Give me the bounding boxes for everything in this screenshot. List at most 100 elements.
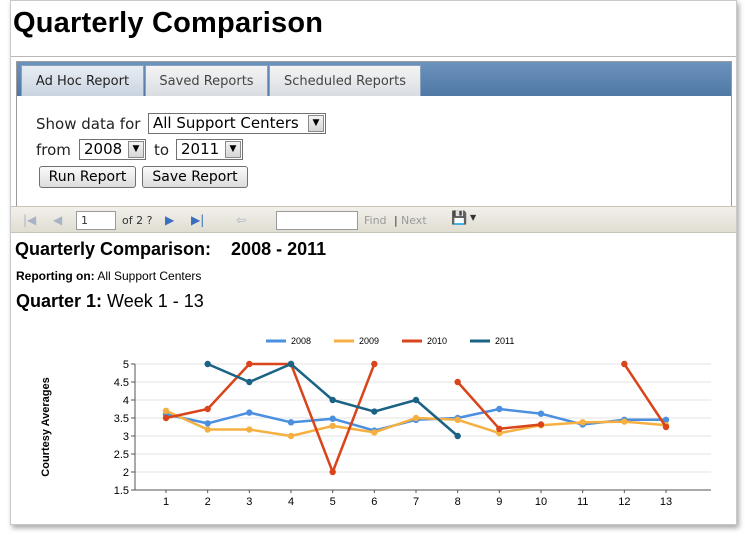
data-point [621, 418, 628, 425]
data-point [371, 429, 378, 436]
run-report-button[interactable]: Run Report [39, 166, 136, 188]
data-point [662, 416, 670, 423]
data-point [329, 415, 336, 422]
report-date-range: 2008 - 2011 [231, 239, 327, 259]
data-point [537, 410, 545, 417]
report-toolbar: |◀ ◀ 1 of 2 ? ▶ ▶| ⇦ Find | Next 💾 ▼ [11, 206, 736, 233]
data-point [454, 416, 461, 423]
show-data-label: Show data for [36, 115, 141, 133]
data-point [162, 407, 170, 414]
save-report-button[interactable]: Save Report [142, 166, 248, 188]
reporting-on: Reporting on: All Support Centers [16, 269, 201, 283]
data-point [246, 409, 253, 416]
x-tick-label: 7 [413, 496, 419, 508]
report-window: Quarterly Comparison Ad Hoc Report Saved… [10, 0, 737, 525]
data-point [204, 426, 211, 433]
dropdown-caret-icon[interactable]: ▼ [470, 213, 477, 222]
quarter-weeks: Week 1 - 13 [107, 291, 204, 311]
report-panel: Ad Hoc Report Saved Reports Scheduled Re… [16, 61, 732, 207]
x-tick-label: 9 [496, 496, 502, 508]
y-tick-label: 2 [123, 467, 129, 479]
x-tick-label: 1 [163, 496, 169, 508]
y-tick-label: 5 [123, 359, 129, 371]
page-count-text: of 2 ? [122, 214, 153, 227]
find-link[interactable]: Find [364, 214, 387, 227]
data-point [496, 405, 503, 413]
page-number-input[interactable]: 1 [76, 211, 116, 230]
back-icon[interactable]: ⇦ [236, 213, 247, 227]
data-point [246, 378, 253, 386]
tab-saved-reports[interactable]: Saved Reports [145, 65, 268, 96]
series-line [623, 363, 668, 428]
quarter-heading: Quarter 1: Week 1 - 13 [16, 291, 204, 312]
data-point [204, 420, 211, 427]
x-tick-label: 10 [535, 496, 547, 508]
support-center-select-value: All Support Centers [153, 114, 299, 132]
reporting-on-label: Reporting on: [16, 269, 95, 283]
previous-page-icon[interactable]: ◀ [53, 213, 63, 227]
x-tick-label: 12 [618, 496, 630, 508]
data-point [287, 360, 295, 368]
data-point [537, 421, 545, 428]
next-link[interactable]: Next [401, 214, 427, 227]
last-page-icon[interactable]: ▶| [191, 213, 205, 227]
legend-label: 2011 [495, 336, 514, 346]
x-tick-label: 6 [371, 496, 377, 508]
data-point [579, 419, 586, 426]
data-point [246, 360, 253, 368]
series-line [165, 362, 376, 474]
data-point [662, 423, 670, 431]
y-tick-label: 4.5 [114, 377, 129, 389]
courtesy-averages-chart: 1.522.533.544.551 2 3 4 5 6 7 8 9 10 11 12 13Courtes… [40, 336, 711, 508]
legend-label: 2010 [427, 336, 447, 346]
data-point [204, 405, 211, 413]
quarter-label: Quarter 1: [16, 291, 103, 311]
data-point [329, 422, 336, 430]
first-page-icon[interactable]: |◀ [23, 213, 37, 227]
x-tick-label: 4 [288, 496, 294, 508]
from-year-value: 2008 [84, 140, 123, 158]
to-year-select[interactable]: 2011 ▼ [176, 139, 243, 160]
next-page-icon[interactable]: ▶ [165, 213, 175, 227]
report-title: Quarterly Comparison: 2008 - 2011 [15, 239, 326, 260]
chevron-down-icon: ▼ [225, 141, 241, 158]
x-tick-label: 2 [205, 496, 211, 508]
data-point [412, 396, 420, 404]
page-title: Quarterly Comparison [13, 7, 324, 39]
export-save-icon[interactable]: 💾 [451, 211, 468, 226]
data-point [454, 432, 461, 440]
y-tick-label: 2.5 [114, 449, 129, 461]
data-point [371, 408, 378, 415]
reporting-on-value: All Support Centers [97, 269, 202, 283]
data-point [246, 426, 253, 433]
data-point [371, 360, 378, 368]
x-tick-label: 3 [246, 496, 252, 508]
support-center-select[interactable]: All Support Centers ▼ [148, 113, 326, 134]
toolbar-separator: | [394, 214, 398, 227]
to-label: to [154, 141, 170, 159]
x-tick-label: 5 [330, 496, 336, 508]
to-year-value: 2011 [181, 140, 220, 158]
chevron-down-icon: ▼ [128, 141, 144, 158]
from-label: from [36, 141, 71, 159]
x-tick-label: 13 [660, 496, 672, 508]
y-tick-label: 4 [123, 395, 129, 407]
x-tick-label: 11 [577, 496, 588, 508]
tab-bar: Ad Hoc Report Saved Reports Scheduled Re… [17, 62, 731, 96]
data-point [204, 360, 211, 368]
y-tick-label: 1.5 [114, 485, 129, 497]
find-text-input[interactable] [276, 211, 358, 230]
tab-ad-hoc-report[interactable]: Ad Hoc Report [21, 65, 144, 96]
data-point [412, 414, 420, 422]
chevron-down-icon: ▼ [308, 115, 324, 132]
data-point [287, 419, 295, 426]
series-line [456, 381, 542, 431]
x-tick-label: 8 [455, 496, 461, 508]
data-point [329, 396, 336, 404]
y-axis-label: Courtesy Averages [40, 377, 52, 476]
y-tick-label: 3.5 [114, 413, 129, 425]
tab-scheduled-reports[interactable]: Scheduled Reports [269, 65, 421, 96]
data-point [287, 432, 295, 440]
from-year-select[interactable]: 2008 ▼ [79, 139, 146, 160]
data-point [621, 360, 628, 368]
